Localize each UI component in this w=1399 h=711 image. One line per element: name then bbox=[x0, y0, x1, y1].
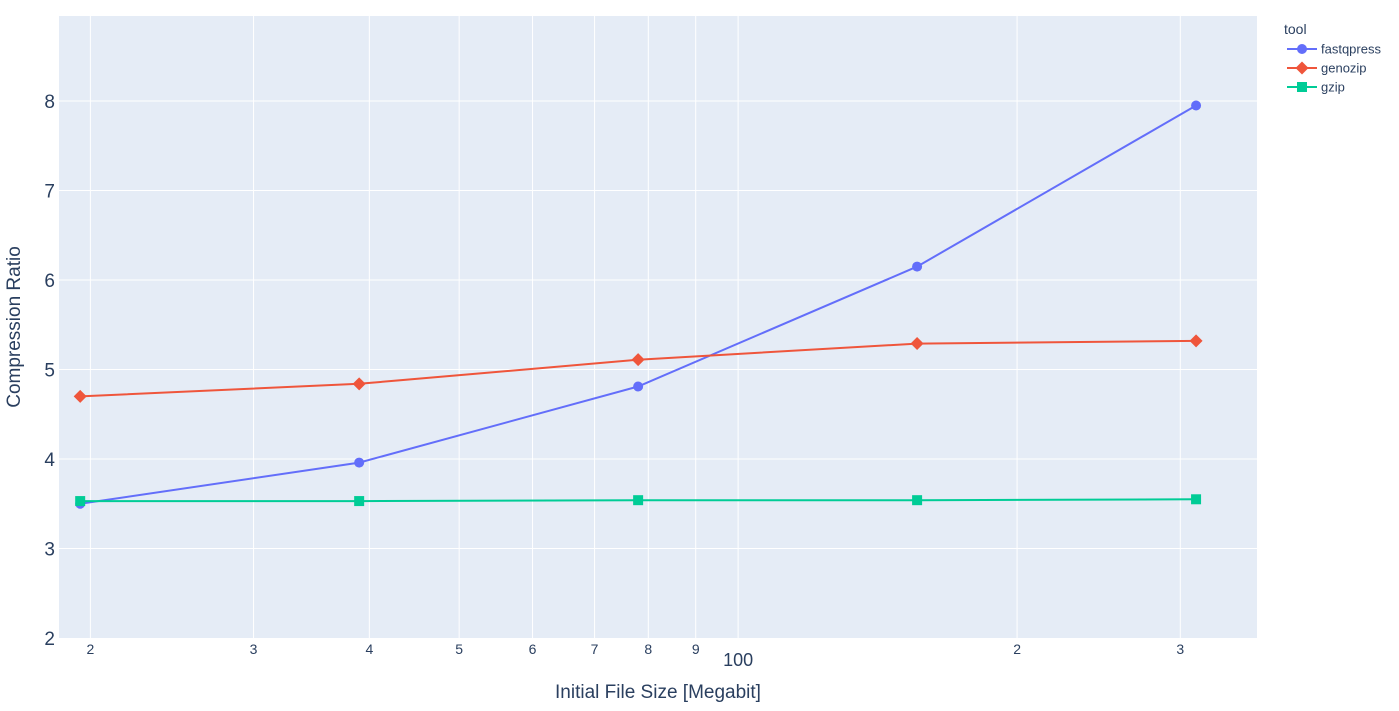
gzip-point bbox=[1191, 494, 1202, 505]
x-tick-label: 3 bbox=[1176, 641, 1184, 657]
fastqpress-point bbox=[1191, 100, 1202, 111]
gzip-point bbox=[912, 495, 923, 506]
gzip-point bbox=[354, 496, 365, 507]
genozip-point bbox=[910, 337, 924, 351]
x-tick-label: 100 bbox=[723, 650, 753, 670]
y-tick-label: 4 bbox=[44, 450, 55, 471]
y-axis-title: Compression Ratio bbox=[4, 246, 25, 408]
legend-label: gzip bbox=[1321, 80, 1345, 95]
fastqpress-point bbox=[912, 261, 923, 272]
x-tick-label: 3 bbox=[250, 641, 258, 657]
plot-background bbox=[59, 16, 1257, 638]
y-tick-label: 8 bbox=[44, 92, 55, 113]
genozip-point bbox=[631, 353, 645, 367]
legend-item-genozip[interactable]: genozip bbox=[1287, 61, 1367, 76]
legend-marker bbox=[1297, 82, 1307, 92]
y-tick-label: 2 bbox=[44, 629, 55, 650]
genozip-point bbox=[1189, 334, 1203, 348]
x-tick-label: 7 bbox=[591, 641, 599, 657]
x-axis-ticks: 2 3 4 5 6 7 8 9 100 2 3 bbox=[86, 641, 1184, 670]
legend-label: fastqpress bbox=[1321, 42, 1381, 57]
x-axis-title: Initial File Size [Megabit] bbox=[555, 682, 761, 703]
x-tick-label: 6 bbox=[529, 641, 537, 657]
x-tick-label: 2 bbox=[1013, 641, 1021, 657]
legend-marker bbox=[1295, 61, 1309, 75]
legend: tool fastqpress genozip gzip bbox=[1284, 21, 1381, 95]
y-tick-label: 6 bbox=[44, 271, 55, 292]
x-tick-label: 2 bbox=[86, 641, 94, 657]
genozip-point bbox=[73, 389, 87, 403]
x-tick-label: 8 bbox=[644, 641, 652, 657]
gzip-point bbox=[75, 496, 86, 507]
legend-item-fastqpress[interactable]: fastqpress bbox=[1287, 42, 1381, 57]
genozip-point bbox=[352, 377, 366, 391]
x-tick-label: 5 bbox=[455, 641, 463, 657]
x-tick-label: 4 bbox=[365, 641, 373, 657]
y-tick-label: 3 bbox=[44, 540, 55, 561]
gzip-point bbox=[633, 495, 644, 506]
x-tick-label: 9 bbox=[692, 641, 700, 657]
legend-label: genozip bbox=[1321, 61, 1367, 76]
grid-lines bbox=[59, 16, 1257, 638]
legend-item-gzip[interactable]: gzip bbox=[1287, 80, 1345, 95]
y-tick-label: 5 bbox=[44, 361, 55, 382]
legend-title: tool bbox=[1284, 21, 1307, 37]
y-tick-label: 7 bbox=[44, 182, 55, 203]
fastqpress-point bbox=[354, 457, 365, 468]
fastqpress-point bbox=[633, 381, 644, 392]
legend-marker bbox=[1297, 44, 1307, 54]
data-markers bbox=[73, 100, 1203, 509]
y-axis-ticks: 2 3 4 5 6 7 8 bbox=[44, 92, 55, 650]
